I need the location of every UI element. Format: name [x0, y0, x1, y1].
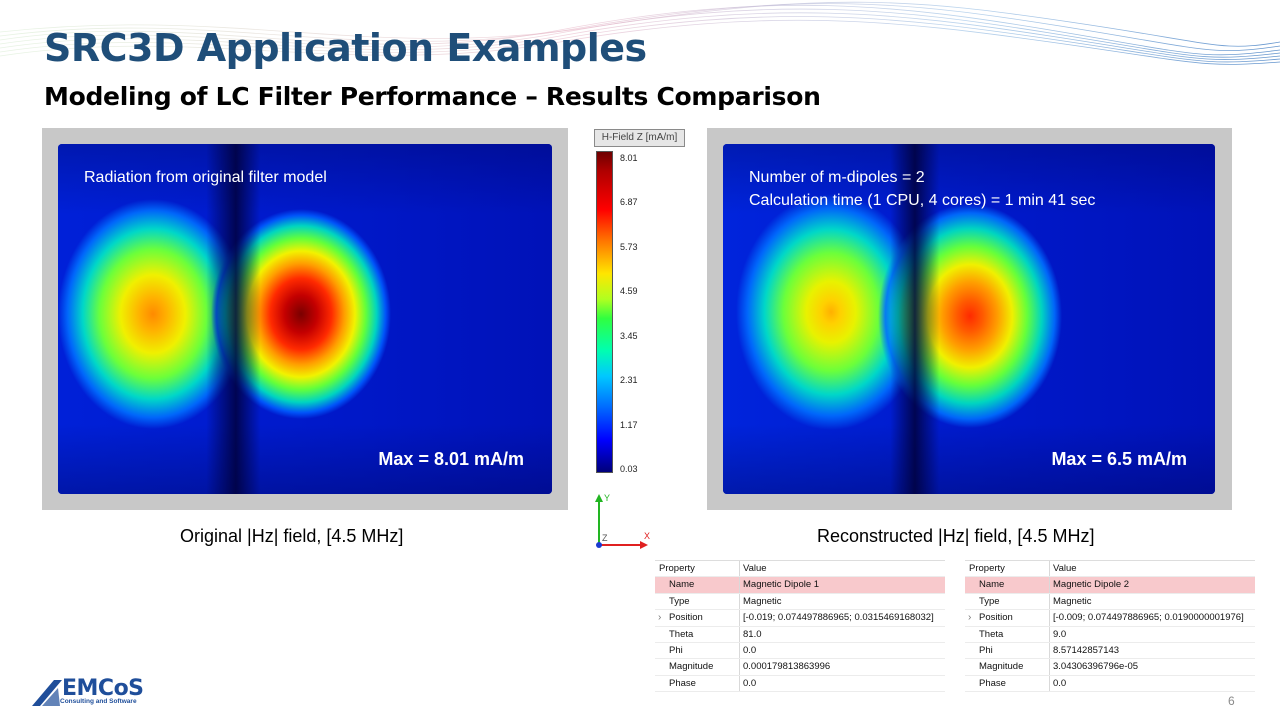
property-row-phase[interactable]: Phase 0.0 [965, 675, 1255, 693]
property-row-position[interactable]: › Position [-0.009; 0.074497886965; 0.01… [965, 610, 1255, 627]
legend-title: H-Field Z [mA/m] [594, 129, 685, 147]
slide-title: SRC3D Application Examples [44, 26, 647, 70]
dipole-count-text: Number of m-dipoles = 2 [749, 169, 925, 186]
reconstructed-field-heatmap [723, 144, 1215, 494]
property-row-magnitude[interactable]: Magnitude 3.04306396796e-05 [965, 659, 1255, 676]
legend-tick: 3.45 [620, 331, 638, 341]
legend-tick: 6.87 [620, 197, 638, 207]
legend-tick: 5.73 [620, 242, 638, 252]
emcos-logo-icon [32, 680, 62, 706]
reconstructed-field-description: Number of m-dipoles = 2 Calculation time… [749, 166, 1095, 212]
page-number: 6 [1228, 694, 1235, 708]
property-row-type[interactable]: Type Magnetic [655, 593, 945, 611]
dipole-2-property-table: Property Value Name Magnetic Dipole 2 Ty… [965, 560, 1255, 693]
legend-tick: 4.59 [620, 286, 638, 296]
header-wave-decoration [0, 1, 1280, 65]
legend-tick: 0.03 [620, 464, 638, 474]
original-max-label: Max = 8.01 mA/m [378, 449, 524, 469]
expand-chevron-icon[interactable]: › [968, 612, 972, 624]
property-row-magnitude[interactable]: Magnitude 0.000179813863996 [655, 659, 945, 676]
reconstructed-max-label: Max = 6.5 mA/m [1051, 449, 1187, 469]
table-header: Property Value [655, 561, 945, 578]
original-field-map: Radiation from original filter model Max… [58, 144, 552, 494]
reconstructed-field-panel: Number of m-dipoles = 2 Calculation time… [707, 128, 1232, 510]
axis-y-label: Y [604, 493, 610, 503]
original-field-caption: Original |Hz| field, [4.5 MHz] [180, 526, 404, 546]
original-field-panel: Radiation from original filter model Max… [42, 128, 568, 510]
axes-triad-icon: Y Z X [595, 493, 650, 549]
property-row-type[interactable]: Type Magnetic [965, 593, 1255, 611]
property-row-phase[interactable]: Phase 0.0 [655, 675, 945, 693]
property-row-theta[interactable]: Theta 9.0 [965, 626, 1255, 643]
original-field-heatmap [58, 144, 552, 494]
property-row-name[interactable]: Name Magnetic Dipole 1 [655, 577, 945, 594]
axis-z-label: Z [602, 533, 608, 543]
calculation-time-text: Calculation time (1 CPU, 4 cores) = 1 mi… [749, 192, 1096, 209]
property-row-phi[interactable]: Phi 0.0 [655, 642, 945, 660]
property-row-position[interactable]: › Position [-0.019; 0.074497886965; 0.03… [655, 610, 945, 627]
logo-name: EMCoS [62, 676, 144, 701]
property-row-theta[interactable]: Theta 81.0 [655, 626, 945, 643]
legend-color-bar [596, 151, 613, 473]
reconstructed-field-map: Number of m-dipoles = 2 Calculation time… [723, 144, 1215, 494]
table-header: Property Value [965, 561, 1255, 578]
logo-tagline: Consulting and Software [60, 698, 137, 705]
legend-tick: 2.31 [620, 375, 638, 385]
property-row-phi[interactable]: Phi 8.57142857143 [965, 642, 1255, 660]
slide-subtitle: Modeling of LC Filter Performance – Resu… [44, 82, 821, 111]
original-field-description: Radiation from original filter model [84, 169, 327, 186]
property-row-name[interactable]: Name Magnetic Dipole 2 [965, 577, 1255, 594]
legend-tick: 1.17 [620, 420, 638, 430]
reconstructed-field-caption: Reconstructed |Hz| field, [4.5 MHz] [817, 526, 1095, 546]
axis-x-label: X [644, 531, 650, 541]
legend-tick: 8.01 [620, 153, 638, 163]
dipole-1-property-table: Property Value Name Magnetic Dipole 1 Ty… [655, 560, 945, 693]
expand-chevron-icon[interactable]: › [658, 612, 662, 624]
